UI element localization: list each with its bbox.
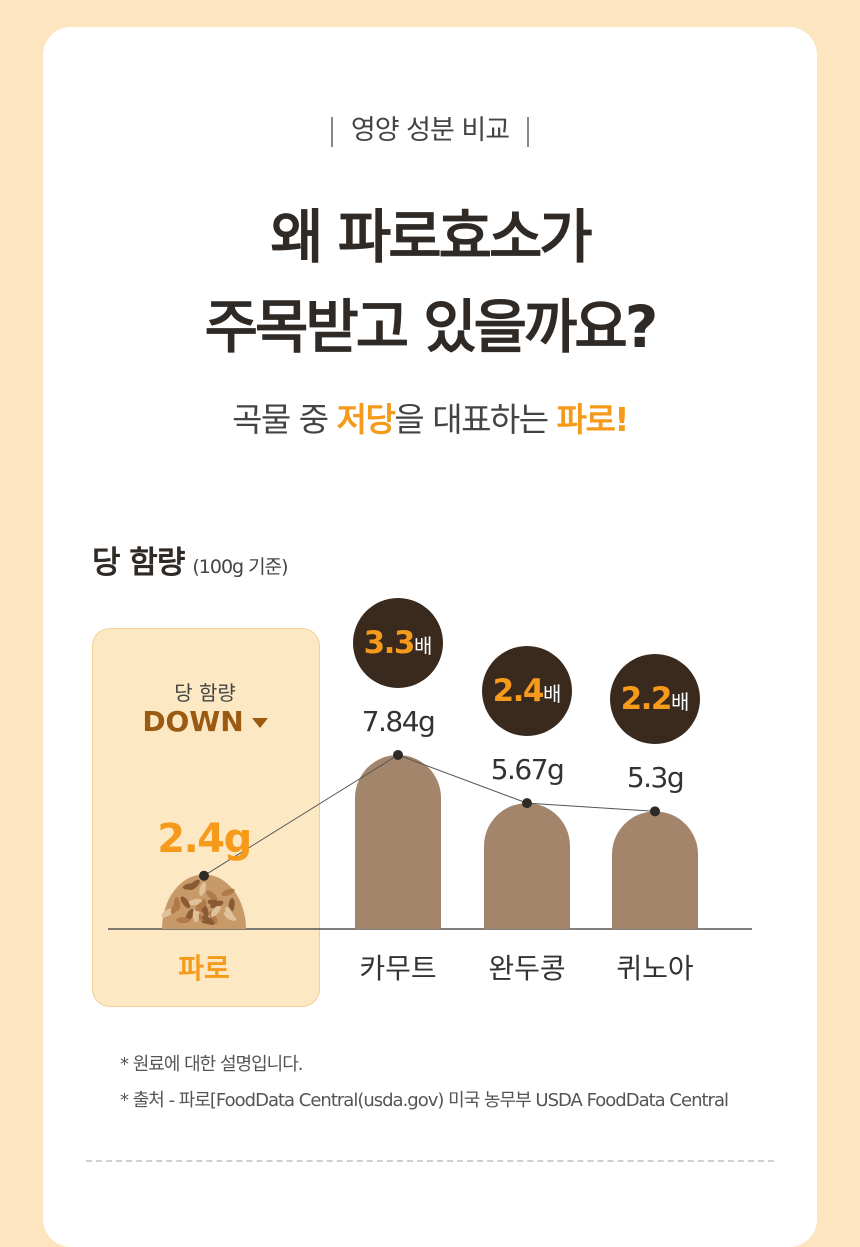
grain-kernel — [195, 900, 207, 912]
grain-kernel — [170, 901, 180, 914]
dashed-divider — [86, 1160, 774, 1162]
note-2: * 출처 - 파로[FoodData Central(usda.gov) 미국 … — [120, 1090, 729, 1111]
grain-kernel — [201, 904, 209, 918]
multiplier-value: 2.4 — [492, 673, 545, 710]
subheadline: 곡물 중 저당을 대표하는 파로! — [0, 393, 860, 441]
grain-kernel — [202, 915, 215, 925]
note-1: * 원료에 대한 설명입니다. — [120, 1054, 303, 1075]
subhead-text-1: 곡물 중 — [232, 400, 337, 439]
data-point-2 — [522, 798, 532, 809]
grain-kernel — [225, 906, 234, 920]
trend-line — [203, 754, 656, 877]
grain-kernel — [199, 882, 207, 896]
grain-kernel — [210, 905, 221, 917]
headline-line-2: 주목받고 있을까요? — [204, 293, 659, 361]
value-label-0: 2.4g — [157, 815, 252, 862]
grain-kernel — [180, 896, 191, 909]
highlight-down-text: DOWN — [142, 705, 244, 738]
chart-unit-note: (100g 기준) — [192, 556, 288, 578]
highlight-main-label: DOWN — [92, 705, 318, 738]
chart-title-text: 당 함량 — [92, 545, 185, 581]
grain-kernel — [192, 908, 199, 923]
grain-kernel — [176, 917, 191, 924]
value-label-2: 5.67g — [490, 753, 565, 787]
chart-title: 당 함량 (100g 기준) — [92, 537, 289, 582]
grain-kernel — [182, 883, 197, 890]
value-label-3: 5.3g — [626, 761, 685, 795]
multiplier-badge-1: 3.3배 — [353, 597, 443, 688]
subhead-highlight-1: 저당 — [336, 400, 396, 439]
multiplier-suffix: 배 — [543, 682, 562, 707]
subhead-highlight-2: 파로! — [556, 400, 630, 439]
grain-kernel — [221, 888, 235, 897]
multiplier-badge-3: 2.2배 — [610, 654, 700, 745]
category-label-1: 카무트 — [359, 952, 437, 985]
grain-kernel — [161, 908, 174, 918]
highlight-sub-label: 당 함량 — [174, 681, 236, 705]
multiplier-value: 2.2 — [620, 681, 673, 718]
divider-right — [527, 116, 530, 147]
value-label-1: 7.84g — [361, 704, 436, 738]
bar-3 — [612, 811, 698, 929]
chart-svg — [108, 749, 752, 930]
data-point-0 — [199, 870, 209, 881]
multiplier-suffix: 배 — [414, 633, 433, 658]
grain-kernel — [228, 898, 235, 913]
bar-2 — [484, 803, 570, 929]
farro-highlight-box — [92, 628, 320, 1007]
subhead-text-2: 을 대표하는 — [394, 400, 557, 439]
multiplier-value: 3.3 — [363, 624, 416, 661]
data-point-1 — [393, 749, 403, 760]
section-label: 영양 성분 비교 — [0, 108, 860, 147]
category-label-2: 완두콩 — [488, 952, 566, 985]
headline-line-1: 왜 파로효소가 — [270, 203, 592, 271]
down-arrow-icon — [251, 718, 268, 728]
category-label-3: 퀴노아 — [616, 952, 694, 985]
data-point-3 — [650, 806, 660, 817]
category-label-0: 파로 — [178, 952, 230, 985]
section-label-text: 영양 성분 비교 — [350, 115, 510, 146]
bars-group — [355, 754, 698, 929]
divider-left — [330, 116, 333, 147]
farro-grain-image — [161, 874, 246, 929]
bar-1 — [355, 754, 441, 929]
grain-kernel — [206, 890, 218, 902]
grain-kernel — [188, 898, 203, 906]
multiplier-badge-2: 2.4배 — [482, 646, 572, 737]
grain-kernel — [207, 899, 222, 907]
dots-group — [199, 749, 660, 881]
multiplier-suffix: 배 — [671, 690, 690, 715]
